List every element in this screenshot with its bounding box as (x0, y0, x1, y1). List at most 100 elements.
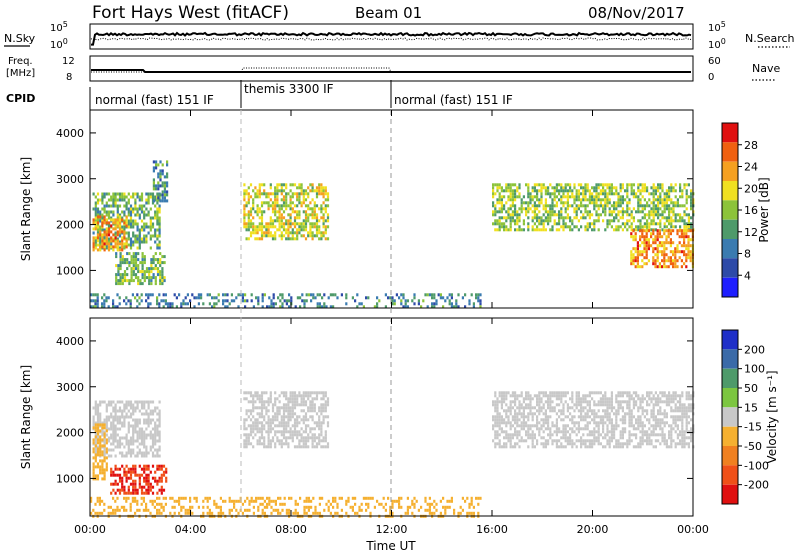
range-cell (551, 439, 554, 443)
range-cell (309, 391, 312, 395)
range-cell (507, 409, 510, 413)
range-cell (145, 467, 148, 471)
range-cell (311, 231, 314, 235)
range-cell (258, 183, 261, 187)
range-cell (138, 234, 141, 238)
range-cell (285, 204, 288, 208)
range-cell (143, 270, 146, 274)
range-cell (648, 427, 651, 431)
range-cell (573, 442, 576, 446)
range-cell (114, 403, 117, 407)
range-cell (324, 406, 327, 410)
range-cell (267, 231, 270, 235)
range-cell (544, 427, 547, 431)
range-cell (437, 293, 440, 297)
range-cell (681, 412, 684, 416)
range-cell (604, 183, 607, 187)
range-cell (615, 442, 618, 446)
range-cell (259, 502, 262, 506)
range-cell (615, 213, 618, 217)
range-cell (322, 394, 325, 398)
range-cell (134, 406, 137, 410)
range-cell (132, 252, 135, 256)
range-cell (154, 427, 157, 431)
range-cell (329, 511, 332, 515)
range-cell (226, 299, 229, 303)
range-cell (148, 273, 151, 277)
range-cell (324, 403, 327, 407)
range-cell (140, 403, 144, 407)
range-cell (94, 423, 97, 427)
range-cell (112, 195, 115, 199)
range-cell (143, 439, 146, 443)
range-cell (643, 250, 646, 254)
range-cell (536, 198, 539, 202)
range-cell (269, 445, 272, 449)
range-cell (564, 210, 567, 214)
range-cell (575, 400, 578, 404)
range-cell (282, 418, 286, 422)
range-cell (291, 237, 294, 241)
range-cell (492, 192, 495, 196)
velocity-data (90, 391, 695, 518)
range-cell (269, 231, 272, 235)
range-cell (663, 262, 666, 266)
range-cell (245, 439, 248, 443)
range-cell (626, 186, 629, 190)
range-cell (566, 207, 569, 211)
range-cell (112, 198, 115, 202)
range-cell (500, 207, 503, 211)
range-cell (304, 213, 308, 217)
range-cell (670, 189, 673, 193)
range-cell (580, 442, 583, 446)
range-cell (635, 445, 638, 449)
range-cell (542, 442, 545, 446)
range-cell (681, 445, 684, 449)
range-cell (118, 491, 122, 495)
range-cell (323, 302, 326, 306)
range-cell (268, 305, 271, 309)
range-cell (99, 225, 102, 229)
range-cell (300, 409, 303, 413)
range-cell (282, 412, 286, 416)
range-cell (313, 391, 316, 395)
range-cell (500, 186, 503, 190)
range-cell (263, 183, 266, 187)
range-cell (444, 299, 447, 303)
range-cell (145, 445, 148, 449)
range-cell (562, 219, 565, 223)
range-cell (690, 222, 693, 226)
range-cell (324, 433, 327, 437)
range-cell (503, 418, 506, 422)
range-cell (143, 430, 146, 434)
range-cell (261, 508, 264, 512)
range-cell (114, 433, 117, 437)
range-cell (322, 391, 325, 395)
range-cell (257, 508, 260, 512)
range-cell (514, 207, 517, 211)
range-cell (149, 511, 152, 515)
range-cell (152, 276, 155, 280)
range-cell (110, 204, 113, 208)
range-cell (522, 427, 525, 431)
range-cell (287, 234, 290, 238)
range-cell (503, 216, 506, 220)
range-cell (154, 442, 157, 446)
range-cell (130, 261, 133, 265)
range-cell (117, 267, 120, 271)
range-cell (138, 246, 141, 250)
range-cell (577, 195, 580, 199)
range-cell (256, 210, 259, 214)
range-cell (646, 412, 649, 416)
range-cell (112, 213, 115, 217)
range-cell (105, 218, 108, 222)
range-cell (687, 415, 690, 419)
range-cell (678, 235, 681, 239)
range-cell (249, 412, 253, 416)
range-cell (509, 439, 512, 443)
range-cell (549, 436, 552, 440)
range-cell (105, 296, 108, 300)
noise-left-tick-top: 105 (50, 20, 68, 34)
range-cell (531, 228, 534, 232)
range-cell (289, 213, 292, 217)
